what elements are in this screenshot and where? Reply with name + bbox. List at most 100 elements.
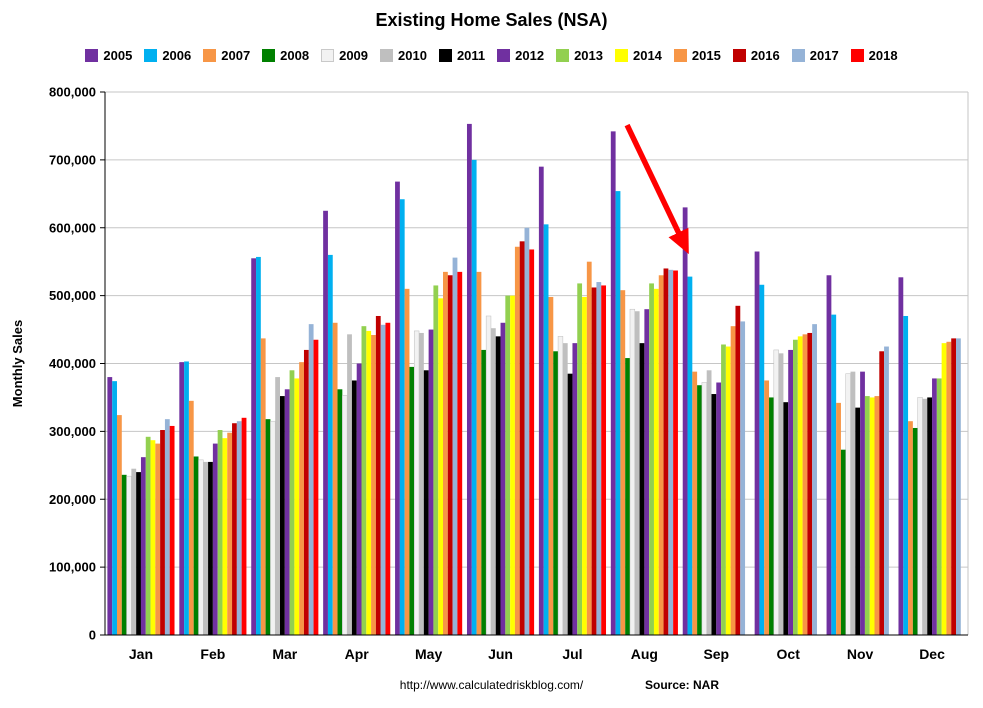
bar-2012-jan [140, 457, 146, 635]
bar-2005-aug [610, 131, 616, 635]
legend-label-2017: 2017 [809, 48, 839, 63]
chart-footer: http://www.calculatedriskblog.com/ Sourc… [0, 678, 983, 698]
legend-swatch-2007 [203, 49, 217, 62]
bar-2008-may [409, 366, 415, 635]
legend-label-2010: 2010 [398, 48, 427, 63]
footer-url: http://www.calculatedriskblog.com/ [399, 678, 584, 692]
bar-2016-mar [303, 349, 309, 635]
legend-item-2011: 2011 [438, 48, 485, 63]
bar-2011-jul [567, 373, 573, 635]
legend-label-2005: 2005 [103, 48, 133, 63]
bar-2007-nov [836, 402, 841, 635]
bar-2009-apr [342, 395, 348, 636]
bar-2006-feb [184, 361, 189, 635]
legend-item-2016: 2016 [732, 48, 780, 63]
bar-2013-aug [649, 283, 654, 635]
bar-2015-apr [371, 334, 376, 635]
bar-2005-dec [898, 277, 904, 635]
bar-2011-aug [639, 343, 645, 635]
x-axis-label-sep: Sep [703, 646, 729, 662]
bar-2013-jun [505, 295, 511, 635]
y-axis-label-500000: 500,000 [49, 288, 96, 303]
y-axis-label-100000: 100,000 [49, 560, 96, 575]
bar-2013-feb [217, 430, 223, 635]
bar-2013-jul [577, 283, 583, 635]
bar-2007-mar [260, 338, 266, 635]
bar-2008-sep [697, 385, 702, 635]
legend-item-2018: 2018 [850, 48, 898, 63]
bar-2005-mar [251, 258, 257, 635]
bar-2005-apr [323, 210, 328, 635]
bar-2014-jan [150, 440, 156, 635]
bar-2016-apr [375, 315, 381, 635]
bar-2012-nov [860, 371, 865, 635]
legend-swatch-2005 [85, 49, 99, 62]
bar-2012-may [428, 329, 434, 635]
legend-label-2012: 2012 [515, 48, 545, 63]
bar-2008-jun [481, 349, 487, 635]
bar-2010-may [419, 332, 424, 635]
bar-2016-jan [160, 430, 165, 635]
bar-2016-nov [879, 351, 885, 635]
bar-2015-jan [155, 443, 161, 635]
bar-2008-apr [337, 389, 343, 635]
bar-2006-jun [471, 159, 477, 635]
bar-2011-dec [927, 397, 933, 635]
bar-2006-jan [112, 381, 117, 635]
bar-2018-mar [313, 339, 319, 635]
bar-2008-oct [769, 397, 774, 635]
bar-2013-nov [864, 396, 870, 635]
bar-2016-aug [663, 268, 669, 635]
bar-2018-aug [673, 270, 678, 635]
bar-2009-feb [198, 459, 204, 636]
bar-2008-jan [121, 474, 127, 635]
x-axis-label-feb: Feb [200, 646, 225, 662]
bar-2015-feb [227, 432, 233, 635]
bar-2012-oct [788, 349, 794, 635]
bar-2010-aug [634, 311, 640, 635]
y-axis-title: Monthly Sales [10, 320, 25, 407]
bar-2013-jan [145, 436, 151, 635]
bar-2005-nov [826, 275, 832, 635]
y-axis-label-200000: 200,000 [49, 492, 96, 507]
legend-item-2009: 2009 [321, 48, 368, 63]
bar-2007-apr [332, 322, 338, 635]
x-axis-label-may: May [415, 646, 442, 662]
bar-2009-nov [845, 373, 851, 636]
legend-item-2005: 2005 [85, 48, 132, 63]
bar-2007-may [404, 288, 410, 635]
bar-2018-jan [169, 425, 175, 635]
bar-2013-dec [936, 378, 942, 635]
x-axis-label-apr: Apr [345, 646, 370, 662]
bar-2014-jun [510, 295, 515, 635]
bar-2012-jun [500, 322, 506, 635]
bar-2008-mar [265, 419, 271, 635]
y-axis-label-400000: 400,000 [49, 356, 96, 371]
bar-2015-oct [802, 334, 808, 635]
bar-2018-jun [529, 249, 535, 635]
x-axis-label-jan: Jan [129, 646, 153, 662]
y-axis-label-600000: 600,000 [49, 220, 96, 235]
bar-2006-may [399, 199, 405, 635]
bar-2010-jul [562, 343, 568, 635]
bar-2013-oct [793, 339, 798, 635]
legend-label-2008: 2008 [280, 48, 310, 63]
legend-label-2015: 2015 [691, 48, 721, 63]
bar-2015-mar [299, 362, 304, 635]
bar-2014-mar [294, 378, 300, 635]
bar-2012-mar [284, 389, 290, 635]
bar-2013-sep [721, 344, 726, 635]
bar-2007-oct [764, 380, 770, 635]
legend-swatch-2017 [791, 49, 805, 62]
y-axis-label-800000: 800,000 [49, 85, 96, 100]
bar-2006-oct [759, 284, 765, 635]
bar-2017-dec [956, 338, 961, 635]
bar-2006-nov [831, 314, 837, 635]
bar-2010-jun [490, 328, 496, 635]
bar-2011-feb [208, 461, 213, 635]
legend-item-2017: 2017 [791, 48, 839, 63]
bar-2017-mar [308, 324, 314, 635]
bar-2011-nov [855, 407, 861, 635]
bar-2008-dec [912, 427, 918, 635]
bar-2010-apr [347, 334, 352, 635]
